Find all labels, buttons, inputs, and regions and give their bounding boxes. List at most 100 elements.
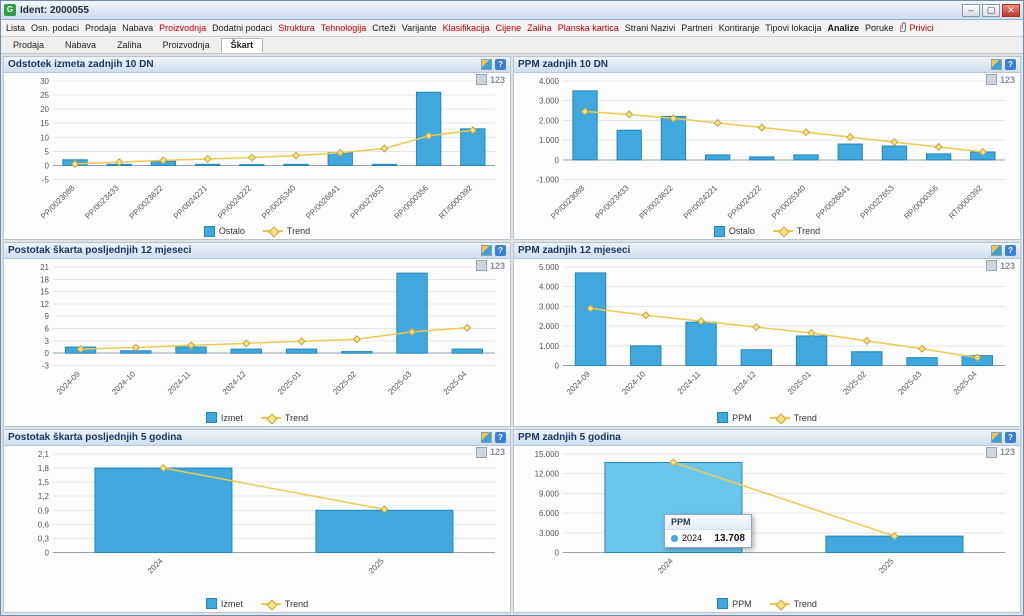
chart-settings-icon[interactable] bbox=[991, 245, 1002, 257]
menu-item-strani-nazivi[interactable]: Strani Nazivi bbox=[622, 22, 679, 34]
menu-item-label: Struktura bbox=[278, 23, 315, 33]
values-toggle[interactable]: 123 bbox=[985, 446, 1015, 458]
menu-item-crte-i[interactable]: Crteži bbox=[369, 22, 399, 34]
menu-item-kontiranje[interactable]: Kontiranje bbox=[716, 22, 763, 34]
svg-text:2.000: 2.000 bbox=[539, 116, 559, 125]
legend-trend-label: Trend bbox=[286, 226, 311, 237]
menu-item-label: Crteži bbox=[372, 23, 396, 33]
panel-header-icons: ? bbox=[991, 431, 1016, 443]
window-controls: – ▢ ✕ bbox=[962, 3, 1020, 17]
chart-canvas[interactable]: -3 0 3 6 9 12 15 18 21 2024-09 2024-10 2024-11 2024-… bbox=[4, 259, 510, 409]
help-icon[interactable]: ? bbox=[1005, 431, 1016, 443]
menu-item-label: Prodaja bbox=[85, 23, 117, 33]
chart-settings-icon[interactable] bbox=[991, 59, 1002, 70]
menu-item-label: Tipovi lokacija bbox=[765, 23, 822, 33]
menu-item-label: Nabava bbox=[122, 23, 154, 33]
minimize-button[interactable]: – bbox=[962, 3, 980, 17]
svg-text:1,5: 1,5 bbox=[38, 478, 50, 487]
menu-item-klasifikacija[interactable]: Klasifikacija bbox=[440, 22, 493, 34]
panel-title: Postotak škarta posljednjih 12 mjeseci bbox=[8, 245, 192, 257]
svg-text:RT/0000392: RT/0000392 bbox=[437, 183, 475, 221]
svg-text:RT/0000392: RT/0000392 bbox=[947, 183, 985, 221]
tab-proizvodnja[interactable]: Proizvodnja bbox=[162, 40, 210, 50]
svg-text:-3: -3 bbox=[42, 362, 50, 371]
menu-item-lista[interactable]: Lista bbox=[3, 22, 28, 34]
svg-text:18: 18 bbox=[40, 276, 49, 285]
chart-settings-icon[interactable] bbox=[481, 245, 492, 257]
menu-item-cijene[interactable]: Cijene bbox=[493, 22, 525, 34]
menu-item-nabava[interactable]: Nabava bbox=[119, 22, 156, 34]
menu-item-proizvodnja[interactable]: Proizvodnja bbox=[156, 22, 209, 34]
menu-item-osn-podaci[interactable]: Osn. podaci bbox=[28, 22, 82, 34]
svg-text:2025-04: 2025-04 bbox=[952, 369, 979, 396]
menu-item-varijante[interactable]: Varijante bbox=[399, 22, 440, 34]
legend-trend-label: Trend bbox=[284, 598, 309, 609]
menu-item-struktura[interactable]: Struktura bbox=[275, 22, 318, 34]
chart-settings-icon[interactable] bbox=[991, 431, 1002, 443]
chart-panel-ppm-zadnjih-5-godina: PPM zadnjih 5 godina? 123 0 3.000 6.000 9.000… bbox=[513, 428, 1021, 613]
svg-text:2025-01: 2025-01 bbox=[786, 369, 813, 396]
menu-item-planska-kartica[interactable]: Planska kartica bbox=[555, 22, 622, 34]
legend-diamond-icon bbox=[774, 599, 787, 611]
values-toggle[interactable]: 123 bbox=[985, 260, 1015, 272]
svg-text:4.000: 4.000 bbox=[539, 77, 559, 86]
svg-text:2025-01: 2025-01 bbox=[276, 369, 303, 396]
panel-header: Odstotek izmeta zadnjih 10 DN? bbox=[4, 57, 510, 73]
chart-canvas[interactable]: 0 3.000 6.000 9.000 12.000 15.000 2024 2025 bbox=[514, 446, 1020, 596]
svg-text:2025-02: 2025-02 bbox=[841, 369, 868, 396]
maximize-button[interactable]: ▢ bbox=[982, 3, 1000, 17]
legend-series-label: Ostalo bbox=[218, 226, 245, 237]
close-button[interactable]: ✕ bbox=[1002, 3, 1020, 17]
values-toggle-label: 123 bbox=[999, 74, 1015, 85]
tab-nabava[interactable]: Nabava bbox=[65, 40, 97, 50]
svg-text:2024-11: 2024-11 bbox=[676, 369, 703, 396]
tooltip-series-dot-icon bbox=[671, 534, 678, 542]
chart-settings-icon[interactable] bbox=[481, 431, 492, 443]
legend-item-trend: Trend bbox=[772, 226, 820, 238]
help-icon[interactable]: ? bbox=[495, 431, 506, 443]
menu-item-analize[interactable]: Analize bbox=[824, 22, 862, 34]
svg-text:2024-11: 2024-11 bbox=[166, 369, 193, 396]
menu-item-dodatni-podaci[interactable]: Dodatni podaci bbox=[209, 22, 275, 34]
menu-item-partneri[interactable]: Partneri bbox=[678, 22, 716, 34]
menu-item-privici[interactable]: Privici bbox=[897, 21, 937, 35]
menu-item-label: Partneri bbox=[681, 23, 713, 33]
values-toggle-label: 123 bbox=[489, 74, 505, 85]
values-toggle[interactable]: 123 bbox=[475, 446, 505, 458]
chart-canvas[interactable]: 0 1.000 2.000 3.000 4.000 5.000 2024-09 2024-10… bbox=[514, 259, 1020, 409]
values-toggle[interactable]: 123 bbox=[475, 74, 505, 85]
svg-text:0: 0 bbox=[554, 548, 559, 557]
menu-item-zaliha[interactable]: Zaliha bbox=[524, 22, 555, 34]
legend-bar-swatch bbox=[205, 412, 217, 424]
chart-legend: Izmet Trend bbox=[4, 410, 510, 426]
menu-item-prodaja[interactable]: Prodaja bbox=[82, 22, 119, 34]
panel-header-icons: ? bbox=[991, 59, 1016, 70]
values-grid-icon bbox=[985, 446, 997, 458]
values-toggle[interactable]: 123 bbox=[475, 260, 505, 272]
menu-item-poruke[interactable]: Poruke bbox=[862, 22, 897, 34]
svg-text:0,3: 0,3 bbox=[38, 534, 50, 543]
help-icon[interactable]: ? bbox=[495, 245, 506, 257]
tab-kart[interactable]: Škart bbox=[220, 38, 264, 53]
menu-item-tehnologija[interactable]: Tehnologija bbox=[318, 22, 370, 34]
help-icon[interactable]: ? bbox=[495, 59, 506, 70]
help-icon[interactable]: ? bbox=[1005, 59, 1016, 70]
svg-text:PP/0027653: PP/0027653 bbox=[349, 183, 387, 221]
panel-header: PPM zadnjih 12 mjeseci? bbox=[514, 243, 1020, 260]
svg-text:6.000: 6.000 bbox=[539, 509, 559, 518]
legend-trend-label: Trend bbox=[793, 598, 817, 609]
tab-prodaja[interactable]: Prodaja bbox=[13, 40, 45, 50]
svg-text:PP/0027653: PP/0027653 bbox=[859, 183, 897, 221]
tab-zaliha[interactable]: Zaliha bbox=[117, 40, 142, 50]
menu-item-label: Cijene bbox=[495, 23, 522, 33]
help-icon[interactable]: ? bbox=[1005, 245, 1016, 257]
svg-text:12.000: 12.000 bbox=[535, 469, 560, 478]
chart-canvas[interactable]: 0 0,3 0,6 0,9 1,2 1,5 1,8 2,1 2024 2025 bbox=[4, 446, 510, 596]
svg-text:0,9: 0,9 bbox=[38, 506, 50, 515]
svg-text:3.000: 3.000 bbox=[539, 303, 559, 312]
chart-settings-icon[interactable] bbox=[481, 59, 492, 70]
values-toggle[interactable]: 123 bbox=[985, 74, 1015, 85]
menu-item-tipovi-lokacija[interactable]: Tipovi lokacija bbox=[762, 22, 824, 34]
